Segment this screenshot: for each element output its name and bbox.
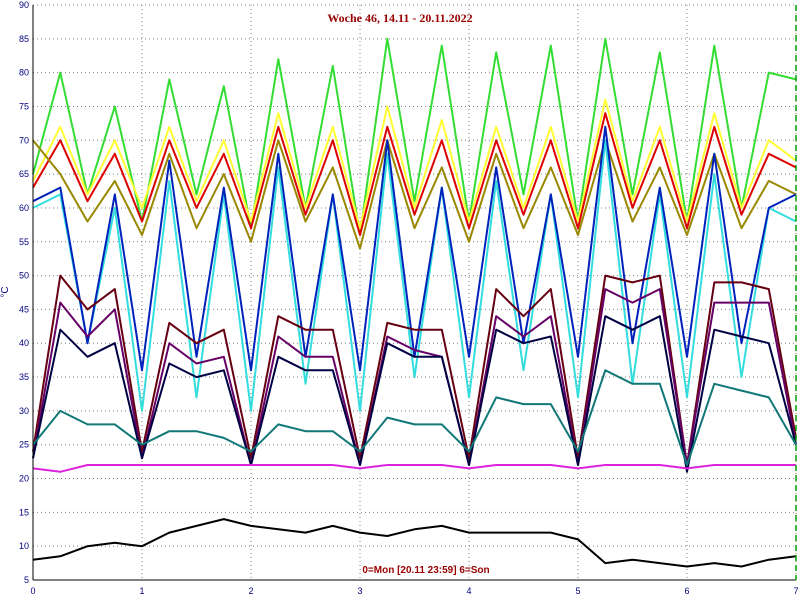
x-tick-label: 7 xyxy=(793,586,798,596)
y-tick-label: 15 xyxy=(19,507,29,517)
y-tick-label: 85 xyxy=(19,34,29,44)
x-tick-label: 1 xyxy=(139,586,144,596)
x-tick-label: 6 xyxy=(684,586,689,596)
series-line-12 xyxy=(32,518,797,568)
series-line-7 xyxy=(32,274,797,466)
y-tick-label: 10 xyxy=(19,541,29,551)
y-tick-label: 30 xyxy=(19,406,29,416)
series-line-8 xyxy=(32,288,797,466)
series-line-11 xyxy=(32,464,796,473)
series-line-1 xyxy=(32,37,797,236)
x-tick-label: 5 xyxy=(575,586,580,596)
y-tick-label: 20 xyxy=(19,474,29,484)
y-axis-label: °C xyxy=(0,286,11,297)
y-tick-label: 40 xyxy=(19,338,29,348)
y-tick-label: 35 xyxy=(19,372,29,382)
x-tick-label: 0 xyxy=(30,586,35,596)
y-tick-label: 5 xyxy=(24,575,29,585)
y-tick-label: 75 xyxy=(19,101,29,111)
series-line-2 xyxy=(32,98,797,230)
series-line-4 xyxy=(32,139,797,250)
y-tick-label: 90 xyxy=(19,0,29,10)
x-tick-label: 4 xyxy=(466,586,471,596)
y-tick-label: 70 xyxy=(19,135,29,145)
plot-area xyxy=(33,5,796,580)
x-tick-label: 2 xyxy=(248,586,253,596)
series-line-5 xyxy=(32,139,797,412)
series-group xyxy=(32,37,797,568)
y-tick-label: 55 xyxy=(19,237,29,247)
y-tick-label: 80 xyxy=(19,68,29,78)
series-line-10 xyxy=(32,369,797,466)
y-tick-label: 60 xyxy=(19,203,29,213)
x-tick-label: 3 xyxy=(357,586,362,596)
footer-note: 0=Mon [20.11 23:59] 6=Son xyxy=(362,565,489,576)
series-line-3 xyxy=(32,112,797,236)
y-tick-label: 25 xyxy=(19,440,29,450)
series-line-9 xyxy=(32,315,797,473)
chart-title: Woche 46, 14.11 - 20.11.2022 xyxy=(327,11,472,25)
y-tick-label: 45 xyxy=(19,304,29,314)
y-tick-label: 50 xyxy=(19,271,29,281)
y-tick-label: 65 xyxy=(19,169,29,179)
